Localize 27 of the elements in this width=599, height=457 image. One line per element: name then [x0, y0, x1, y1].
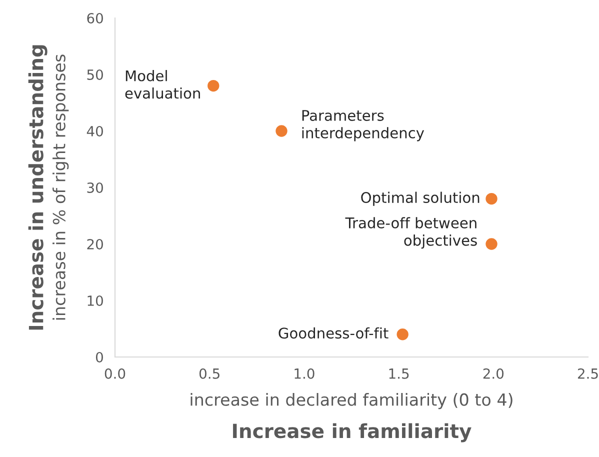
text: increase in % of right responses — [52, 54, 69, 320]
x-tick-label: 0.0 — [104, 368, 126, 379]
y-tick-label: 10 — [88, 295, 103, 306]
y-tick-label: 50 — [87, 69, 103, 80]
annotation: Optimal solution — [361, 192, 480, 206]
x-tick-label: 1.5 — [389, 368, 409, 379]
point — [396, 328, 408, 340]
x-tick-label: 0.5 — [199, 368, 220, 379]
annotation: Model evaluation — [125, 70, 200, 99]
point — [276, 125, 288, 137]
y-tick-label: 40 — [86, 126, 103, 136]
x-axis-title: Increase in familiarity — [233, 423, 472, 442]
point — [208, 80, 220, 92]
annotation: Goodness-of-fit — [278, 327, 388, 339]
annotation: Trade-off between objectives — [345, 217, 477, 249]
y-axis-title: Increase in understanding — [28, 45, 48, 330]
x-tick-label: 2.0 — [483, 368, 504, 379]
point — [486, 238, 498, 250]
y-tick-label: 20 — [87, 238, 103, 250]
text: increase in declared familiarity (0 to 4) — [190, 393, 512, 410]
y-tick-label: 0 — [96, 352, 103, 362]
x-tick-label: 1.0 — [294, 368, 314, 379]
x-tick-label: 2.5 — [578, 368, 598, 379]
y-tick-label: 60 — [87, 12, 103, 24]
point — [486, 192, 498, 205]
annotation: Parameters interdependency — [302, 110, 424, 142]
y-tick-label: 30 — [87, 182, 103, 193]
